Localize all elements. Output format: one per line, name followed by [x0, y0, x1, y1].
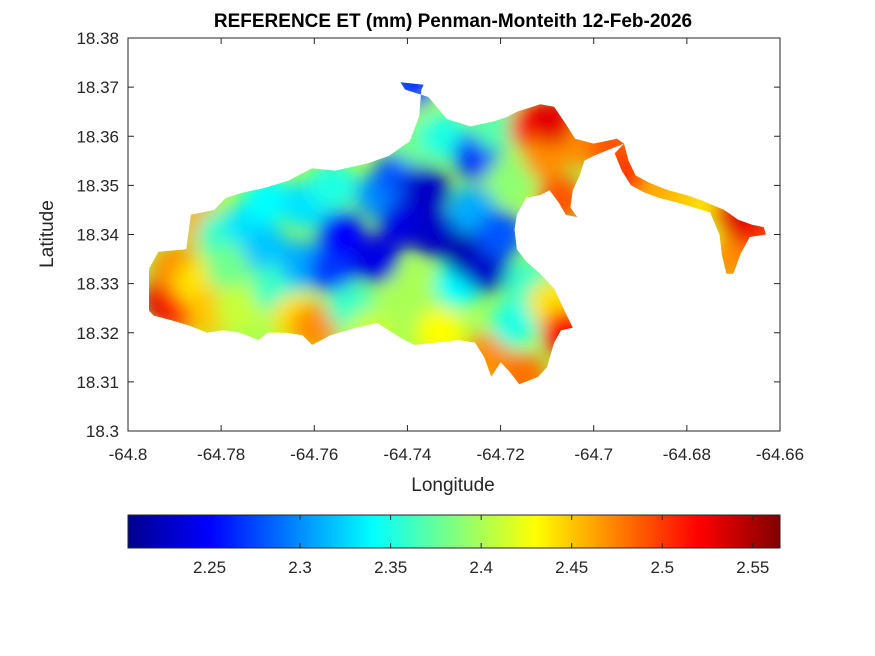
- y-tick-label: 18.35: [76, 176, 119, 195]
- x-tick-label: -64.68: [663, 445, 711, 464]
- y-tick-label: 18.31: [76, 373, 119, 392]
- x-tick-label: -64.7: [574, 445, 613, 464]
- y-tick-label: 18.33: [76, 275, 119, 294]
- x-tick-label: -64.78: [197, 445, 245, 464]
- et-sample-19: [318, 210, 367, 259]
- x-axis-label: Longitude: [411, 475, 494, 496]
- y-tick-label: 18.38: [76, 29, 119, 48]
- colorbar-tick-label: 2.25: [193, 558, 226, 577]
- x-tick-label: -64.74: [383, 445, 431, 464]
- y-tick-label: 18.36: [76, 127, 119, 146]
- colorbar-tick-label: 2.4: [469, 558, 493, 577]
- colorbar-tick-label: 2.55: [736, 558, 769, 577]
- x-tick-label: -64.66: [756, 445, 804, 464]
- colorbar-tick-label: 2.45: [555, 558, 588, 577]
- colorbar-tick-label: 2.3: [288, 558, 312, 577]
- et-sample-22: [350, 235, 399, 284]
- x-tick-label: -64.76: [290, 445, 338, 464]
- et-sample-8: [215, 284, 264, 333]
- x-axis: -64.8 -64.78 -64.76 -64.74 -64.72 -64.7 -64.68…: [109, 38, 804, 464]
- et-sample-11: [243, 225, 292, 274]
- colorbar-ticks: 2.25 2.3 2.35 2.4 2.45 2.5 2.55: [193, 515, 769, 577]
- x-tick-label: -64.72: [476, 445, 524, 464]
- et-sample-41: [476, 210, 525, 259]
- et-sample-6: [206, 244, 255, 293]
- y-tick-label: 18.37: [76, 78, 119, 97]
- y-tick-label: 18.3: [86, 422, 119, 441]
- y-axis-label: Latitude: [37, 200, 58, 268]
- colorbar-tick-label: 2.35: [374, 558, 407, 577]
- y-tick-label: 18.32: [76, 324, 119, 343]
- et-sample-43: [490, 298, 539, 347]
- y-axis: 18.3 18.31 18.32 18.33 18.34 18.35 18.36 18.37 1…: [76, 29, 780, 441]
- et-sample-26: [388, 269, 437, 318]
- x-tick-label: -64.8: [109, 445, 148, 464]
- et-sample-42: [485, 156, 534, 205]
- chart-title: REFERENCE ET (mm) Penman-Monteith 12-Feb…: [214, 11, 692, 32]
- colorbar-tick-label: 2.5: [650, 558, 674, 577]
- et-sample-30: [402, 166, 451, 215]
- colorbar: [127, 514, 781, 549]
- et-sample-44: [499, 353, 548, 385]
- y-tick-label: 18.34: [76, 226, 119, 245]
- et-sample-17: [308, 161, 357, 210]
